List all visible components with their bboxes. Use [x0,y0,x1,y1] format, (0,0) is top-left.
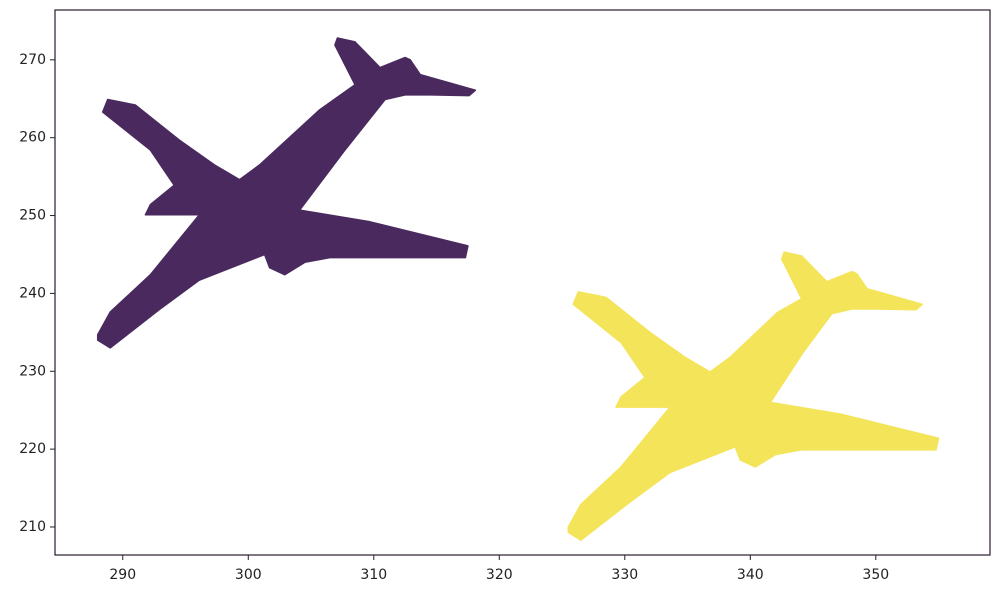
x-tick-label: 320 [486,567,513,583]
x-tick-label: 310 [360,567,387,583]
x-tick-label: 300 [235,567,262,583]
point-cloud [567,251,940,541]
y-tick-label: 260 [19,130,46,146]
y-tick-label: 220 [19,441,46,457]
y-tick-label: 240 [19,285,46,301]
x-tick-label: 340 [737,567,764,583]
x-tick-label: 330 [611,567,638,583]
y-tick-label: 210 [19,519,46,535]
y-tick-label: 230 [19,363,46,379]
x-tick-label: 290 [109,567,136,583]
x-tick-label: 350 [862,567,889,583]
point-cloud [96,37,477,349]
y-tick-label: 270 [19,52,46,68]
y-tick-label: 250 [19,208,46,224]
